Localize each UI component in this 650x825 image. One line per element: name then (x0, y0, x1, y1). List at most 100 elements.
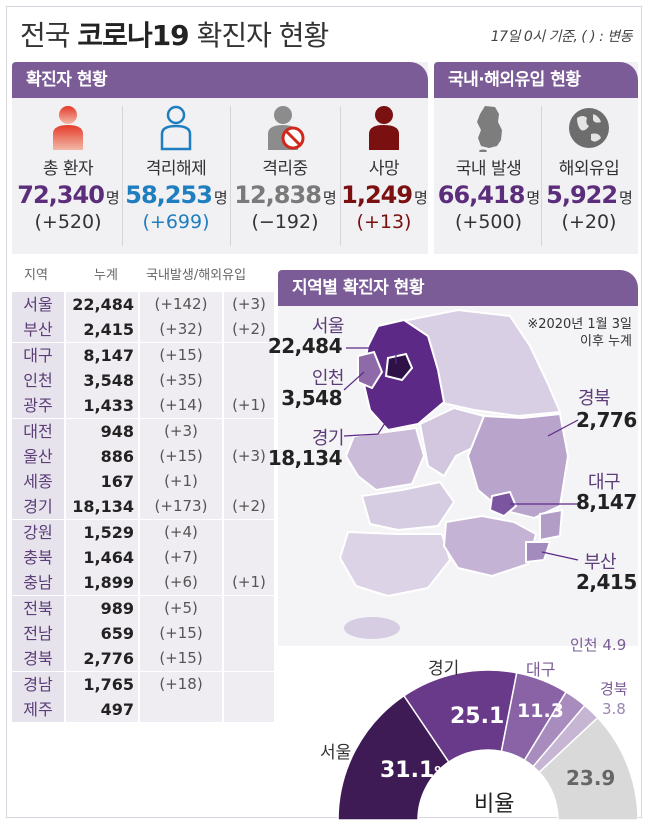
cell-overseas (224, 418, 274, 444)
stat-label: 총 환자 (42, 159, 94, 179)
cell-overseas (224, 671, 274, 697)
page-title: 전국 코로나19 확진자 현황 (20, 19, 329, 52)
callout-line-gyeongbuk (547, 419, 579, 437)
cell-region: 인천 (12, 367, 64, 393)
basis-note: 17일 0시 기준, ( ) : 변동 (490, 29, 633, 45)
stat-change: (−192) (251, 211, 319, 233)
cell-overseas (224, 342, 274, 368)
callout-value: 18,134 (267, 446, 343, 470)
slice-label-seoul: 서울 (320, 743, 352, 763)
donut-slice (337, 694, 450, 820)
map-note-line: 이후 누계 (580, 334, 632, 349)
stat-label: 격리해제 (145, 159, 207, 179)
cell-domestic: (+35) (140, 367, 222, 393)
table-row: 울산 886 (+15) (+3) (12, 443, 274, 469)
slice-label-incheon: 인천 4.9 (570, 636, 627, 654)
stat-isolated: 격리중 12,838 명 (−192) (230, 104, 340, 233)
cell-total: 167 (66, 469, 138, 495)
cell-total: 1,529 (66, 519, 138, 545)
map-note: ※2020년 1월 3일 이후 누계 (527, 316, 632, 350)
stat-overseas: 해외유입 5,922 명 (+20) (541, 104, 637, 233)
cell-domestic: (+1) (140, 469, 222, 495)
slice-label-gyeongbuk: 경북 (600, 680, 628, 698)
stat-deaths: 사망 1,249 명 (+13) (340, 104, 428, 233)
callout-value: 2,776 (576, 408, 637, 432)
region-jeju (344, 617, 400, 639)
cell-region: 강원 (12, 519, 64, 545)
cell-overseas (224, 646, 274, 672)
cell-domestic: (+15) (140, 342, 222, 368)
stat-label: 국내 발생 (455, 159, 522, 179)
chart-title: 비율 (474, 792, 515, 817)
table-row: 인천 3,548 (+35) (12, 367, 274, 393)
cell-region: 전북 (12, 595, 64, 621)
cell-overseas: (+1) (224, 393, 274, 419)
cell-domestic: (+7) (140, 545, 222, 570)
cell-domestic: (+15) (140, 620, 222, 646)
cell-overseas: (+3) (224, 292, 274, 317)
stat-change: (+20) (561, 211, 617, 233)
person-blocked-icon (268, 106, 305, 150)
cell-domestic: (+5) (140, 595, 222, 621)
person-outline-icon (160, 105, 192, 151)
callout-value: 22,484 (267, 334, 343, 358)
cell-region: 제주 (12, 696, 64, 722)
region-ulsan (539, 508, 564, 542)
region-busan (525, 541, 552, 564)
callout-label: 경기 (311, 428, 345, 449)
stat-change: (+699) (142, 211, 210, 233)
callout-label: 경북 (578, 388, 611, 409)
cell-total: 989 (66, 595, 138, 621)
callout-line-busan (541, 551, 579, 561)
cell-region: 울산 (12, 443, 64, 469)
cell-region: 충남 (12, 570, 64, 596)
callout-label: 부산 (584, 552, 617, 573)
cell-region: 세종 (12, 469, 64, 495)
cell-domestic: (+173) (140, 494, 222, 520)
callout-label: 서울 (311, 316, 345, 337)
region-jeonbuk (360, 480, 456, 532)
table-row: 전남 659 (+15) (12, 620, 274, 646)
person-red-icon (53, 106, 83, 150)
stat-value: 12,838 명 (234, 181, 336, 209)
cell-total: 948 (66, 418, 138, 444)
region-daegu (488, 490, 518, 518)
slice-value-other: 23.9 (566, 766, 616, 790)
callout-seoul: 서울 (290, 312, 345, 338)
callout-label: 대구 (588, 472, 621, 493)
stat-value: 66,418 명 (437, 181, 540, 209)
person-dark-red-icon (369, 106, 399, 150)
table-header-region: 지역 (24, 268, 48, 283)
cell-overseas (224, 620, 274, 646)
cell-overseas: (+2) (224, 317, 274, 343)
cell-total: 1,433 (66, 393, 138, 419)
cell-total: 2,415 (66, 317, 138, 343)
slice-value-gyeongbuk: 3.8 (602, 700, 626, 718)
table-row: 경남 1,765 (+18) (12, 671, 274, 697)
stat-change: (+500) (454, 211, 522, 233)
callout-line-gyeonggi (343, 405, 397, 437)
cell-total: 2,776 (66, 646, 138, 672)
callout-line-seoul (346, 347, 397, 364)
korea-map-icon (476, 106, 502, 152)
divider (230, 106, 231, 246)
origin-section-title: 국내·해외유입 현황 (434, 62, 638, 98)
cell-region: 경기 (12, 494, 64, 520)
cell-overseas (224, 545, 274, 570)
map-note-line: ※2020년 1월 3일 (527, 317, 632, 332)
stat-value: 5,922 명 (546, 181, 633, 209)
cell-region: 광주 (12, 393, 64, 419)
cell-domestic: (+6) (140, 570, 222, 596)
cell-overseas: (+3) (224, 443, 274, 469)
cell-overseas: (+2) (224, 494, 274, 520)
table-row: 대구 8,147 (+15) (12, 342, 274, 368)
cell-overseas (224, 595, 274, 621)
cell-total: 1,464 (66, 545, 138, 570)
slice-label-gyeonggi: 경기 (428, 659, 460, 679)
cell-total: 3,548 (66, 367, 138, 393)
callout-value: 2,415 (576, 570, 637, 594)
stat-change: (+520) (34, 211, 102, 233)
table-row: 서울 22,484 (+142) (+3) (12, 292, 274, 317)
table-row: 충남 1,899 (+6) (+1) (12, 570, 274, 596)
status-section-title: 확진자 현황 (12, 62, 428, 98)
